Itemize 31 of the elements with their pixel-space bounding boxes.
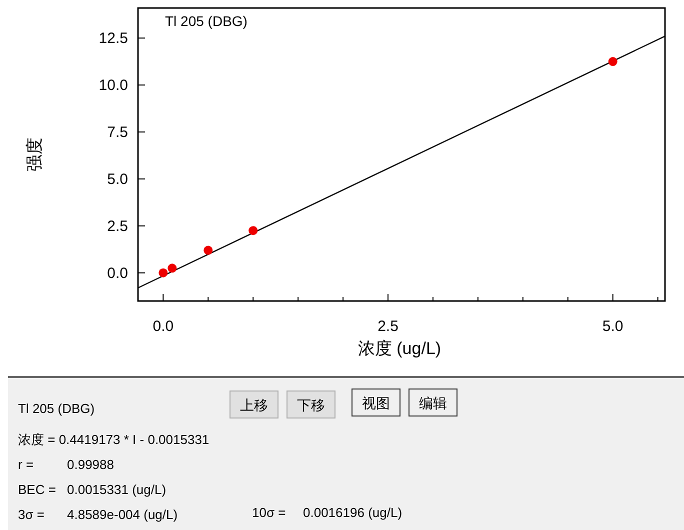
y-tick-label: 10.0 bbox=[98, 77, 128, 94]
point bbox=[158, 268, 168, 278]
text: 4.8589e-004 (ug/L) bbox=[67, 507, 178, 522]
point bbox=[248, 226, 258, 236]
text: 0.0015331 (ug/L) bbox=[67, 482, 166, 497]
point bbox=[204, 246, 213, 255]
button: 编辑 bbox=[408, 388, 458, 416]
x-axis-title: 浓度 (ug/L) bbox=[358, 339, 442, 358]
y-tick-label: 2.5 bbox=[107, 218, 128, 235]
button: 视图 bbox=[352, 388, 400, 416]
button: 下移 bbox=[286, 390, 336, 418]
y-tick-label: 7.5 bbox=[107, 124, 128, 141]
text: 3σ = bbox=[18, 507, 44, 522]
text: Tl 205 (DBG) bbox=[18, 401, 95, 416]
x-tick-label: 5.0 bbox=[602, 318, 624, 335]
y-tick-label: 0.0 bbox=[107, 264, 128, 282]
x-tick-label: 2.5 bbox=[378, 318, 398, 335]
y-tick-label: 5.0 bbox=[107, 170, 128, 188]
text: r = bbox=[18, 457, 34, 472]
y-axis-title: 强度 bbox=[25, 138, 44, 172]
point bbox=[168, 264, 177, 273]
point bbox=[608, 57, 618, 66]
text: 0.99988 bbox=[67, 457, 114, 472]
chart-title: Tl 205 (DBG) bbox=[165, 13, 248, 29]
text: 10σ = bbox=[252, 505, 286, 520]
button: 上移 bbox=[230, 390, 278, 418]
text: 0.0016196 (ug/L) bbox=[303, 505, 402, 520]
y-tick-label: 12.5 bbox=[98, 30, 128, 48]
x-tick-label: 0.0 bbox=[152, 318, 174, 335]
text: 浓度 = 0.4419173 * I - 0.0015331 bbox=[18, 432, 210, 447]
text: BEC = bbox=[18, 482, 56, 497]
